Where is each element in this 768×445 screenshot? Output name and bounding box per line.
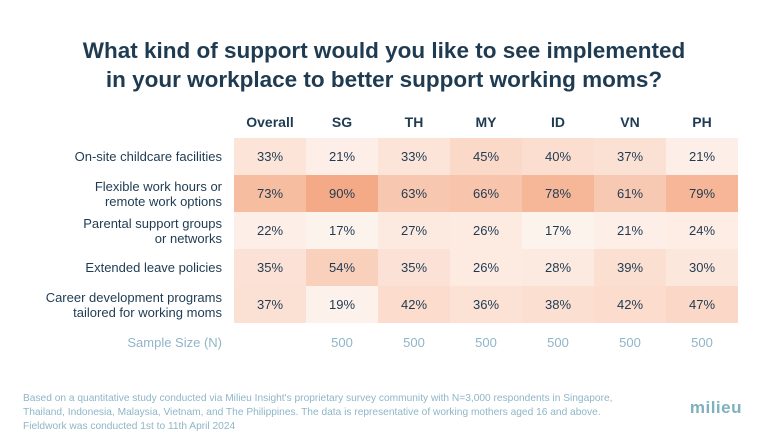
heatmap-cell: 42% bbox=[378, 286, 450, 323]
milieu-logo: milieu bbox=[689, 398, 742, 417]
sample-size-value: 500 bbox=[619, 334, 641, 350]
row-label-line: Flexible work hours or bbox=[94, 178, 222, 194]
footnote: Based on a quantitative study conducted … bbox=[23, 392, 663, 434]
heatmap-cell: 35% bbox=[234, 249, 306, 286]
heatmap-cell: 61% bbox=[594, 175, 666, 212]
sample-size-value bbox=[234, 323, 306, 361]
sample-size-value: 500 bbox=[331, 334, 353, 350]
heatmap-cell: 63% bbox=[378, 175, 450, 212]
heatmap-cell: 21% bbox=[306, 138, 378, 175]
heatmap-table: Overall SG TH MY ID VN PH On-site childc… bbox=[20, 106, 738, 361]
sample-size-value: 500 bbox=[475, 334, 497, 350]
heatmap-cell: 21% bbox=[594, 212, 666, 249]
heatmap-cell: 42% bbox=[594, 286, 666, 323]
table-row: Flexible work hours or remote work option… bbox=[20, 175, 738, 212]
title-line: in your workplace to better support work… bbox=[105, 67, 663, 92]
chart-title: What kind of support would you like to s… bbox=[0, 36, 768, 94]
heatmap-cell: 37% bbox=[594, 138, 666, 175]
table-row: Parental support groups or networks 22% 17%… bbox=[20, 212, 738, 249]
row-label: Flexible work hours or remote work option… bbox=[20, 175, 234, 212]
heatmap-cell: 45% bbox=[450, 138, 522, 175]
corner-cell bbox=[20, 106, 234, 138]
heatmap-cell: 47% bbox=[666, 286, 738, 323]
heatmap-cell: 33% bbox=[234, 138, 306, 175]
sample-size-row: Sample Size (N) 500 500 500 500 500 500 bbox=[20, 323, 738, 361]
column-header: PH bbox=[692, 114, 712, 130]
heatmap-cell: 38% bbox=[522, 286, 594, 323]
sample-size-label: Sample Size (N) bbox=[127, 334, 222, 350]
heatmap-cell: 26% bbox=[450, 249, 522, 286]
row-label-line: or networks bbox=[154, 230, 222, 246]
heatmap-cell: 78% bbox=[522, 175, 594, 212]
heatmap-cell: 17% bbox=[522, 212, 594, 249]
heatmap-cell: 66% bbox=[450, 175, 522, 212]
heatmap-cell: 73% bbox=[234, 175, 306, 212]
column-header: ID bbox=[551, 114, 565, 130]
sample-size-value: 500 bbox=[403, 334, 425, 350]
row-label-line: tailored for working moms bbox=[73, 304, 222, 320]
heatmap-cell: 28% bbox=[522, 249, 594, 286]
row-label-line: Career development programs bbox=[45, 289, 222, 305]
column-header: VN bbox=[620, 114, 640, 130]
column-header: TH bbox=[404, 114, 424, 130]
heatmap-cell: 39% bbox=[594, 249, 666, 286]
heatmap-cell: 40% bbox=[522, 138, 594, 175]
table-row: On-site childcare facilities 33% 21% 33% 45%… bbox=[20, 138, 738, 175]
heatmap-cell: 36% bbox=[450, 286, 522, 323]
table-row: Career development programs tailored for … bbox=[20, 286, 738, 323]
column-header: MY bbox=[475, 114, 497, 130]
sample-size-value: 500 bbox=[547, 334, 569, 350]
heatmap-cell: 33% bbox=[378, 138, 450, 175]
row-label-line: On-site childcare facilities bbox=[74, 149, 222, 164]
row-label: Parental support groups or networks bbox=[20, 212, 234, 249]
row-label-line: remote work options bbox=[104, 193, 222, 209]
heatmap-cell: 19% bbox=[306, 286, 378, 323]
sample-size-value: 500 bbox=[691, 334, 713, 350]
table-row: Extended leave policies 35% 54% 35% 26% 28% 39… bbox=[20, 249, 738, 286]
heatmap-cell: 17% bbox=[306, 212, 378, 249]
row-label: Career development programs tailored for … bbox=[20, 286, 234, 323]
heatmap-cell: 90% bbox=[306, 175, 378, 212]
row-label-line: Parental support groups bbox=[83, 215, 222, 231]
heatmap-cell: 54% bbox=[306, 249, 378, 286]
heatmap-cell: 27% bbox=[378, 212, 450, 249]
footnote-line: Thailand, Indonesia, Malaysia, Vietnam, … bbox=[23, 407, 601, 418]
footnote-line: Based on a quantitative study conducted … bbox=[23, 393, 613, 404]
column-header: SG bbox=[331, 114, 353, 130]
heatmap-cell: 26% bbox=[450, 212, 522, 249]
heatmap-cell: 24% bbox=[666, 212, 738, 249]
heatmap-cell: 79% bbox=[666, 175, 738, 212]
row-label: Extended leave policies bbox=[20, 249, 234, 286]
column-header: Overall bbox=[246, 114, 294, 130]
heatmap-cell: 30% bbox=[666, 249, 738, 286]
row-label: On-site childcare facilities bbox=[20, 138, 234, 175]
heatmap-cell: 37% bbox=[234, 286, 306, 323]
heatmap-cell: 35% bbox=[378, 249, 450, 286]
row-label-line: Extended leave policies bbox=[85, 260, 222, 275]
title-line: What kind of support would you like to s… bbox=[82, 38, 686, 63]
heatmap-cell: 21% bbox=[666, 138, 738, 175]
heatmap-cell: 22% bbox=[234, 212, 306, 249]
footnote-line: Fieldwork was conducted 1st to 11th Apri… bbox=[23, 421, 236, 432]
